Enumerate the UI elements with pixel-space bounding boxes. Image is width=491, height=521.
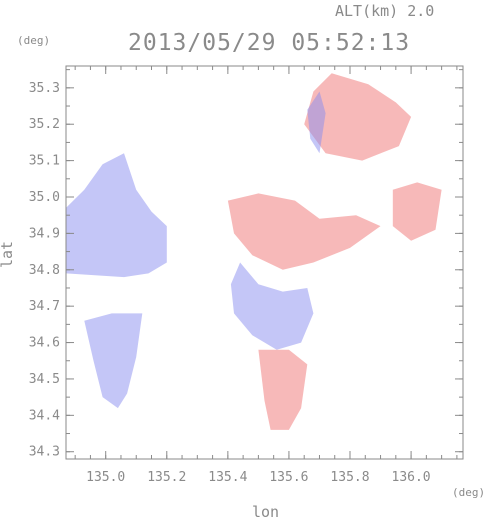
x-tick-label: 135.8	[330, 470, 369, 485]
region-east-receding	[392, 182, 442, 241]
region-central-approaching	[230, 262, 314, 350]
axes	[65, 65, 464, 460]
y-tick-label: 34.9	[29, 226, 60, 241]
y-axis-label: lat	[0, 241, 16, 268]
x-tick-label: 135.6	[269, 470, 308, 485]
x-tick-label: 135.4	[208, 470, 247, 485]
y-tick-label: 34.5	[29, 372, 60, 387]
x-tick-label: 136.0	[392, 470, 431, 485]
region-west-approaching	[66, 153, 167, 278]
region-south-mixed	[258, 349, 308, 430]
y-tick-labels: 34.3 34.4 34.5 34.6 34.7 34.8 34.9 35.0 35.1 35.2…	[29, 81, 60, 460]
y-tick-label: 35.0	[29, 190, 60, 205]
y-tick-label: 34.4	[29, 408, 60, 423]
x-axis-label: lon	[252, 503, 279, 521]
tick-marks	[66, 66, 463, 459]
region-northeast-receding	[304, 73, 412, 161]
x-tick-label: 135.0	[86, 470, 125, 485]
region-southwest-approaching	[84, 313, 143, 409]
region-northeast-approaching-streak	[307, 91, 326, 154]
region-central-receding	[227, 193, 381, 270]
y-tick-label: 34.6	[29, 336, 60, 351]
y-tick-label: 34.3	[29, 445, 60, 460]
data-layer	[66, 73, 442, 430]
y-tick-label: 35.1	[29, 154, 60, 169]
y-tick-label: 35.2	[29, 117, 60, 132]
altitude-label: ALT(km) 2.0	[335, 2, 434, 20]
x-tick-label: 135.2	[147, 470, 186, 485]
plot-frame	[65, 65, 464, 460]
y-unit-label: (deg)	[17, 34, 50, 47]
x-unit-label: (deg)	[452, 486, 485, 499]
y-tick-label: 34.8	[29, 263, 60, 278]
chart-title: 2013/05/29 05:52:13	[128, 30, 410, 56]
y-tick-label: 34.7	[29, 299, 60, 314]
x-tick-labels: 135.0 135.2 135.4 135.6 135.8 136.0	[86, 470, 431, 485]
y-tick-label: 35.3	[29, 81, 60, 96]
